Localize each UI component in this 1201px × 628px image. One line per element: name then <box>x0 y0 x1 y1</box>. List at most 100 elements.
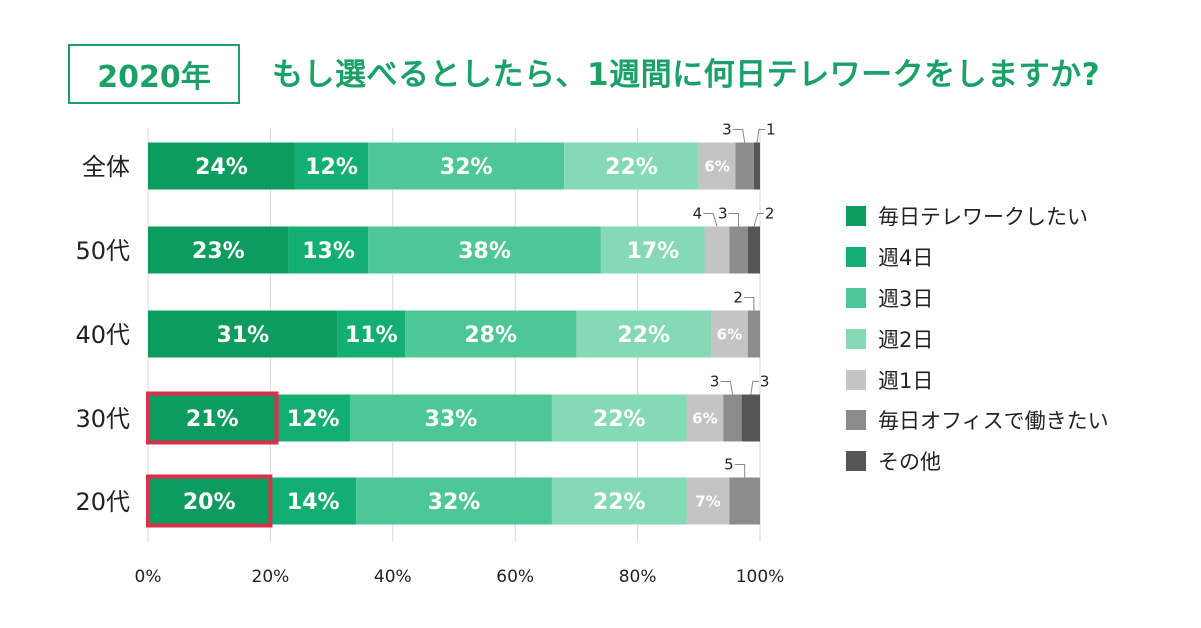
legend-swatch <box>846 287 866 308</box>
data-label: 13% <box>302 239 355 264</box>
data-label: 12% <box>287 407 340 432</box>
bar-segment <box>148 477 271 525</box>
leader-line <box>756 129 765 143</box>
bar-segment <box>576 310 712 358</box>
data-label: 21% <box>186 407 239 432</box>
highlight-box <box>146 474 273 528</box>
legend-label: その他 <box>878 450 941 475</box>
data-label: 7% <box>695 492 720 510</box>
x-tick-label: 0% <box>135 567 162 587</box>
bar-segment <box>711 310 748 358</box>
legend-label: 週2日 <box>878 327 934 352</box>
bar-segment <box>686 477 730 525</box>
category-label: 20代 <box>75 488 130 516</box>
bar-segment <box>686 394 724 442</box>
x-tick-label: 40% <box>374 567 412 587</box>
bar-segment <box>747 310 760 358</box>
data-label: 22% <box>593 407 646 432</box>
bar-segment <box>735 142 754 190</box>
highlight-box <box>146 391 279 445</box>
category-label: 50代 <box>75 237 130 265</box>
bar-segment <box>148 226 289 274</box>
callout-label: 2 <box>733 289 743 307</box>
legend-swatch <box>846 206 866 227</box>
bar-segment <box>148 310 338 358</box>
data-label: 32% <box>428 490 481 515</box>
callout-label: 3 <box>718 205 728 223</box>
legend-swatch <box>846 247 866 268</box>
legend-item: 毎日オフィスで働きたい <box>846 400 1109 441</box>
legend-swatch <box>846 369 866 390</box>
bar-segment <box>276 394 350 442</box>
leader-line <box>734 464 746 478</box>
bar-segment <box>405 310 577 358</box>
leader-line <box>728 213 740 227</box>
callout-label: 2 <box>765 205 775 223</box>
data-label: 24% <box>195 155 248 180</box>
bar-segment <box>698 142 736 190</box>
x-tick-label: 80% <box>619 567 657 587</box>
leader-line <box>753 213 764 227</box>
data-label: 6% <box>704 157 729 175</box>
legend-swatch <box>846 328 866 349</box>
bar-segment <box>723 394 742 442</box>
bar-segment <box>753 142 760 190</box>
callout-label: 5 <box>724 456 734 474</box>
data-label: 33% <box>425 407 478 432</box>
data-label: 38% <box>458 239 511 264</box>
leader-line <box>732 129 746 143</box>
legend-label: 週1日 <box>878 368 934 393</box>
bar-segment <box>747 226 760 274</box>
data-label: 11% <box>345 323 398 348</box>
bar-segment <box>356 477 552 525</box>
legend-item: 週4日 <box>846 237 1109 278</box>
data-label: 22% <box>605 155 658 180</box>
data-label: 31% <box>217 323 270 348</box>
legend-label: 毎日オフィスで働きたい <box>878 409 1109 434</box>
legend-swatch <box>846 410 866 431</box>
data-label: 22% <box>593 490 646 515</box>
legend-item: 週1日 <box>846 359 1109 400</box>
legend-label: 週4日 <box>878 246 934 271</box>
category-label: 40代 <box>75 321 130 349</box>
data-label: 32% <box>440 155 493 180</box>
legend-item: その他 <box>846 441 1109 482</box>
bar-segment <box>148 394 277 442</box>
bar-segment <box>270 477 357 525</box>
bar-segment <box>600 226 705 274</box>
bar-segment <box>704 226 730 274</box>
category-labels: 全体 50代 40代 30代 20代 <box>75 153 130 516</box>
legend-label: 毎日テレワークしたい <box>878 205 1088 230</box>
legend-label: 週3日 <box>878 286 934 311</box>
x-tick-label: 100% <box>736 567 785 587</box>
bars: 24% 12% 32% 22% 6% 23% 13% 38% 17% 31% 11% 28% 22% 6%… <box>148 142 760 525</box>
leader-line <box>720 381 733 395</box>
data-label: 17% <box>627 239 680 264</box>
legend-item: 週3日 <box>846 278 1109 319</box>
bar-segment <box>564 142 699 190</box>
data-label: 14% <box>287 490 340 515</box>
callout-label: 3 <box>760 373 770 391</box>
bar-segment <box>294 142 369 190</box>
bar-segment <box>729 477 760 525</box>
callout-label: 4 <box>693 205 703 223</box>
data-label: 6% <box>717 325 742 343</box>
callout-label: 3 <box>722 121 732 139</box>
leader-line <box>750 381 759 395</box>
leader-line <box>703 213 718 227</box>
bar-segment <box>368 226 601 274</box>
highlight-boxes <box>146 391 279 528</box>
callout-label: 1 <box>766 121 776 139</box>
year-box: 2020年 <box>68 44 240 104</box>
data-label: 23% <box>192 239 245 264</box>
data-label: 20% <box>183 490 236 515</box>
legend-swatch <box>846 451 866 472</box>
legend-item: 週2日 <box>846 318 1109 359</box>
bar-segment <box>349 394 552 442</box>
category-label: 全体 <box>82 153 130 181</box>
data-label: 22% <box>617 323 670 348</box>
legend-item: 毎日テレワークしたい <box>846 196 1109 237</box>
bar-segment <box>551 394 687 442</box>
x-tick-labels: 0% 20% 40% 60% 80% 100% <box>135 567 785 587</box>
